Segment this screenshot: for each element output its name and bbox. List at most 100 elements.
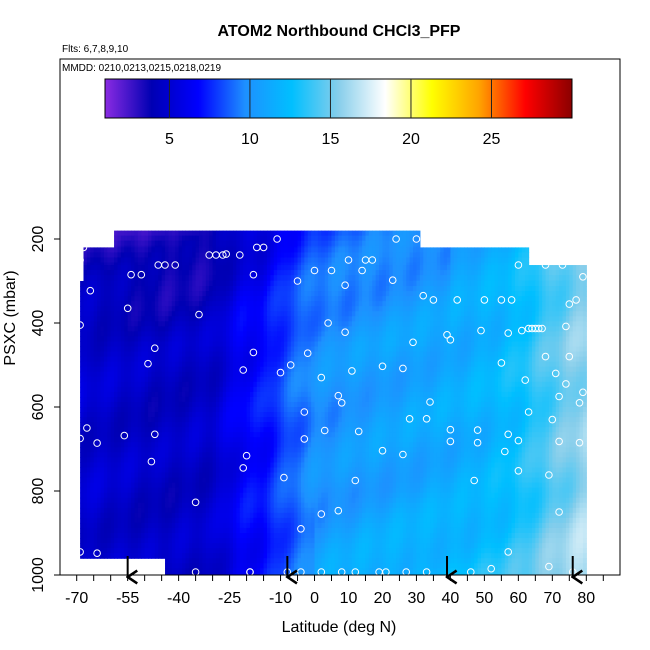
heatmap-cell: [528, 381, 533, 388]
heatmap-cell: [362, 301, 367, 307]
heatmap-cell: [334, 366, 339, 373]
heatmap-cell: [365, 296, 370, 302]
heatmap-cell: [504, 296, 509, 302]
heatmap-cell: [256, 265, 261, 271]
heatmap-cell: [300, 301, 305, 307]
heatmap-cell: [525, 291, 530, 297]
heatmap-cell: [83, 270, 88, 276]
heatmap-cell: [409, 247, 414, 254]
heatmap-cell: [131, 296, 136, 302]
heatmap-cell: [382, 301, 387, 307]
heatmap-cell: [365, 391, 370, 398]
heatmap-cell: [464, 306, 469, 312]
heatmap-cell: [389, 262, 394, 266]
heatmap-cell: [168, 391, 173, 398]
heatmap-cell: [314, 336, 319, 343]
heatmap-cell: [396, 311, 401, 317]
heatmap-cell: [134, 376, 139, 383]
heatmap-cell: [236, 296, 241, 302]
heatmap-cell: [355, 351, 360, 358]
heatmap-cell: [144, 286, 149, 292]
heatmap-cell: [175, 296, 180, 302]
heatmap-cell: [430, 301, 435, 307]
heatmap-cell: [307, 306, 312, 312]
heatmap-cell: [423, 280, 428, 282]
heatmap-cell: [542, 351, 547, 358]
heatmap-cell: [351, 262, 356, 266]
heatmap-cell: [253, 336, 258, 343]
heatmap-cell: [382, 316, 387, 322]
heatmap-cell: [307, 356, 312, 363]
heatmap-cell: [508, 351, 513, 358]
heatmap-cell: [209, 275, 214, 281]
heatmap-cell: [219, 240, 224, 247]
heatmap-cell: [548, 270, 553, 276]
heatmap-cell: [239, 396, 244, 403]
heatmap-cell: [266, 286, 271, 292]
heatmap-cell: [358, 296, 363, 302]
heatmap-cell: [188, 356, 193, 363]
heatmap-cell: [199, 336, 204, 343]
heatmap-cell: [103, 336, 108, 343]
heatmap-cell: [154, 371, 159, 378]
heatmap-cell: [480, 281, 485, 287]
heatmap-cell: [239, 235, 244, 242]
heatmap-cell: [290, 381, 295, 388]
heatmap-cell: [440, 247, 445, 254]
heatmap-cell: [501, 265, 506, 271]
heatmap-cell: [440, 306, 445, 312]
heatmap-cell: [552, 311, 557, 317]
heatmap-cell: [392, 351, 397, 358]
heatmap-cell: [256, 336, 261, 343]
heatmap-cell: [117, 351, 122, 358]
heatmap-cell: [317, 341, 322, 348]
heatmap-cell: [576, 346, 581, 353]
heatmap-cell: [341, 356, 346, 363]
heatmap-cell: [178, 381, 183, 388]
heatmap-cell: [300, 235, 305, 242]
heatmap-cell: [389, 240, 394, 247]
heatmap-cell: [487, 280, 492, 282]
heatmap-cell: [457, 376, 462, 383]
heatmap-cell: [341, 235, 346, 242]
heatmap-cell: [294, 326, 299, 332]
heatmap-cell: [314, 230, 319, 237]
heatmap-cell: [304, 321, 309, 327]
heatmap-cell: [290, 361, 295, 368]
heatmap-cell: [260, 311, 265, 317]
heatmap-cell: [175, 280, 180, 282]
heatmap-cell: [484, 321, 489, 327]
heatmap-cell: [175, 275, 180, 281]
heatmap-cell: [328, 356, 333, 363]
heatmap-cell: [185, 336, 190, 343]
heatmap-cell: [141, 336, 146, 343]
heatmap-cell: [511, 281, 516, 287]
heatmap-cell: [86, 247, 91, 254]
heatmap-cell: [348, 306, 353, 312]
heatmap-cell: [372, 381, 377, 388]
heatmap-cell: [392, 336, 397, 343]
heatmap-cell: [144, 331, 149, 338]
heatmap-cell: [324, 286, 329, 292]
heatmap-cell: [511, 381, 516, 388]
heatmap-cell: [416, 275, 421, 281]
heatmap-cell: [144, 280, 149, 282]
heatmap-cell: [80, 356, 85, 363]
heatmap-cell: [134, 265, 139, 271]
heatmap-cell: [120, 291, 125, 297]
heatmap-cell: [443, 356, 448, 363]
heatmap-cell: [531, 306, 536, 312]
heatmap-cell: [239, 262, 244, 266]
heatmap-cell: [283, 291, 288, 297]
heatmap-cell: [144, 376, 149, 383]
heatmap-cell: [474, 296, 479, 302]
heatmap-cell: [117, 336, 122, 343]
heatmap-cell: [355, 386, 360, 393]
heatmap-cell: [368, 351, 373, 358]
heatmap-cell: [535, 275, 540, 281]
heatmap-cell: [127, 230, 132, 237]
heatmap-cell: [477, 265, 482, 271]
heatmap-cell: [212, 286, 217, 292]
heatmap-cell: [416, 336, 421, 343]
heatmap-cell: [514, 391, 519, 398]
